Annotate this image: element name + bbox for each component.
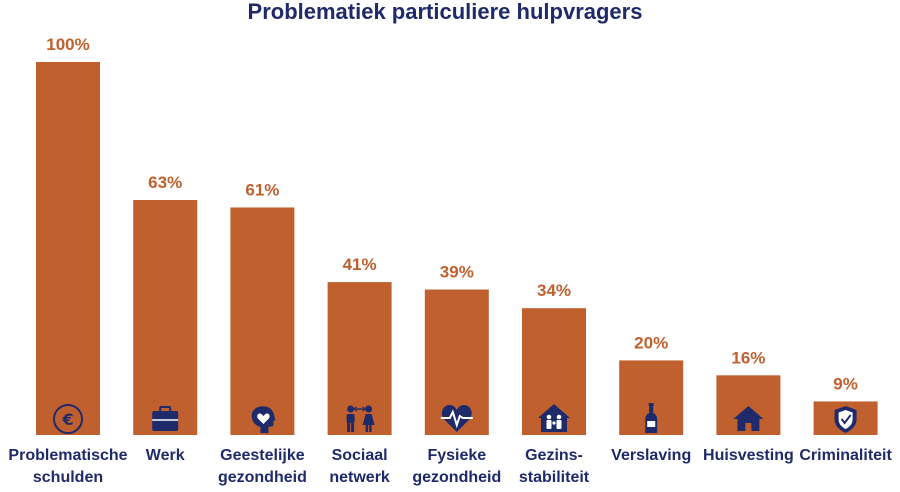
briefcase-icon <box>152 406 179 431</box>
value-label: 16% <box>731 348 765 367</box>
value-label: 100% <box>46 35 89 54</box>
category-label: Fysieke <box>427 447 486 464</box>
bar <box>230 207 295 435</box>
head-heart-icon <box>251 406 276 433</box>
value-label: 39% <box>440 263 474 282</box>
value-label: 9% <box>833 374 858 393</box>
value-label: 20% <box>634 333 668 352</box>
bottle-icon <box>645 403 658 433</box>
euro-icon: € <box>53 404 83 434</box>
category-label: Sociaal <box>332 447 388 464</box>
family-home-icon <box>538 404 570 432</box>
bar <box>36 62 100 435</box>
category-label: Gezins- <box>525 447 583 464</box>
category-label: Werk <box>146 447 185 464</box>
category-label: netwerk <box>329 469 390 486</box>
category-label: Verslaving <box>611 447 691 464</box>
category-label: Criminaliteit <box>799 447 892 464</box>
heartbeat-icon <box>440 405 473 432</box>
value-label: 34% <box>537 281 571 300</box>
people-icon <box>346 405 375 432</box>
value-label: 61% <box>245 180 279 199</box>
chart-title: Problematiek particuliere hulpvragers <box>248 0 643 24</box>
category-label: gezondheid <box>412 469 501 486</box>
bar <box>327 282 392 435</box>
category-label: Problematische <box>8 447 127 464</box>
house-icon <box>733 406 764 431</box>
category-label: schulden <box>33 469 103 486</box>
value-label: 63% <box>148 173 182 192</box>
shield-check-icon <box>834 406 857 433</box>
category-label: gezondheid <box>218 469 307 486</box>
value-label: 41% <box>343 255 377 274</box>
bar <box>133 200 198 435</box>
category-label: Geestelijke <box>220 447 305 464</box>
category-label: stabiliteit <box>519 469 590 486</box>
category-label: Huisvesting <box>703 447 794 464</box>
bar <box>716 375 781 435</box>
svg-text:€: € <box>61 410 73 429</box>
